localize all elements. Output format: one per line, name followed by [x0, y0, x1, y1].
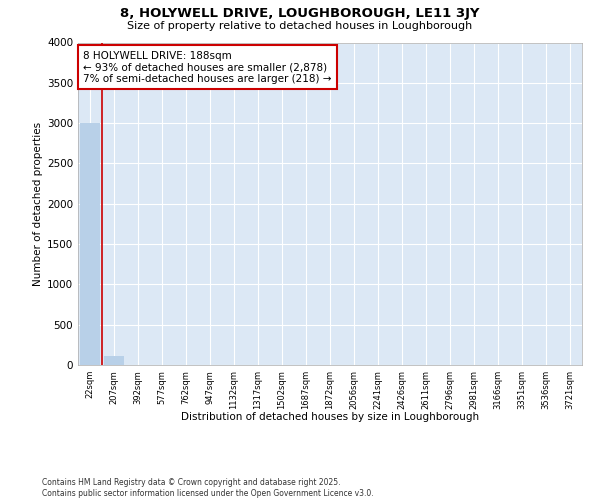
Text: Contains HM Land Registry data © Crown copyright and database right 2025.
Contai: Contains HM Land Registry data © Crown c… — [42, 478, 374, 498]
Y-axis label: Number of detached properties: Number of detached properties — [33, 122, 43, 286]
Text: 8 HOLYWELL DRIVE: 188sqm
← 93% of detached houses are smaller (2,878)
7% of semi: 8 HOLYWELL DRIVE: 188sqm ← 93% of detach… — [83, 50, 332, 84]
Text: Size of property relative to detached houses in Loughborough: Size of property relative to detached ho… — [127, 21, 473, 31]
Bar — [104, 356, 124, 365]
Bar — [80, 123, 100, 365]
Text: 8, HOLYWELL DRIVE, LOUGHBOROUGH, LE11 3JY: 8, HOLYWELL DRIVE, LOUGHBOROUGH, LE11 3J… — [120, 8, 480, 20]
X-axis label: Distribution of detached houses by size in Loughborough: Distribution of detached houses by size … — [181, 412, 479, 422]
